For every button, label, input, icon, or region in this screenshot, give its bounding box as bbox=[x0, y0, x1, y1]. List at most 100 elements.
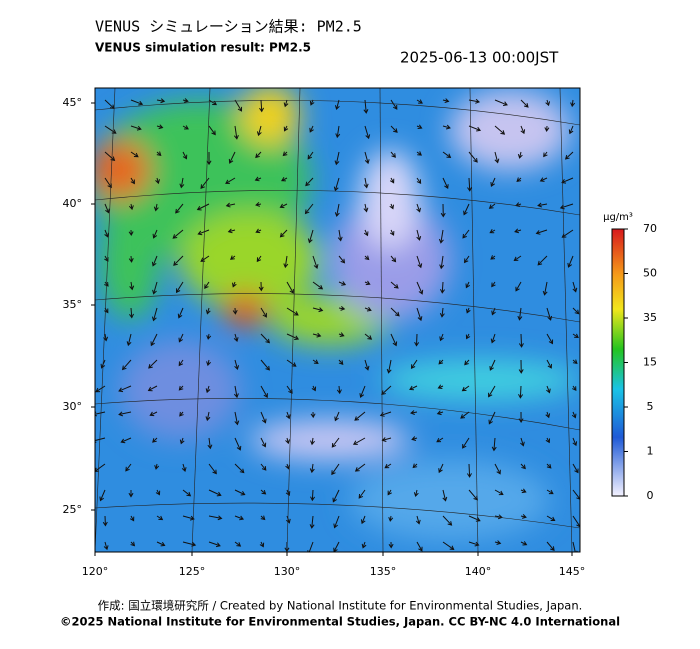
wind-arrow bbox=[572, 281, 578, 293]
wind-arrow bbox=[153, 203, 159, 212]
wind-arrow bbox=[388, 515, 394, 522]
wind-arrow bbox=[331, 463, 340, 476]
wind-arrow bbox=[438, 463, 444, 474]
wind-arrow bbox=[234, 463, 245, 474]
wind-arrow bbox=[334, 151, 340, 166]
wind-arrow bbox=[286, 333, 300, 341]
wind-arrow bbox=[364, 280, 371, 286]
wind-arrow bbox=[196, 203, 210, 211]
wind-arrow bbox=[386, 359, 392, 374]
lat-label: 25° bbox=[63, 503, 83, 516]
wind-arrow bbox=[286, 307, 299, 316]
wind-arrow bbox=[208, 515, 223, 521]
wind-arrow bbox=[259, 541, 265, 548]
wind-arrow bbox=[442, 515, 453, 526]
wind-arrow bbox=[494, 99, 508, 107]
wind-arrow bbox=[256, 255, 262, 263]
wind-arrow bbox=[311, 385, 317, 392]
wind-arrow bbox=[156, 541, 166, 547]
wind-arrow bbox=[99, 489, 106, 502]
wind-arrow bbox=[364, 359, 370, 371]
wind-arrow bbox=[465, 333, 471, 340]
wind-arrow bbox=[128, 255, 134, 263]
wind-arrow bbox=[364, 255, 370, 261]
wind-arrow bbox=[312, 359, 319, 364]
wind-arrow bbox=[182, 515, 195, 521]
wind-arrow bbox=[155, 177, 160, 185]
wind-arrow bbox=[537, 202, 548, 208]
wind-arrow bbox=[545, 99, 551, 107]
wind-arrow bbox=[546, 359, 552, 369]
wind-arrow bbox=[439, 333, 444, 342]
wind-arrow bbox=[232, 281, 237, 288]
wind-arrow bbox=[468, 151, 478, 163]
wind-arrow bbox=[206, 359, 211, 367]
wind-arrow bbox=[489, 359, 496, 371]
wind-arrow bbox=[545, 437, 551, 444]
wind-arrow bbox=[129, 307, 135, 319]
wind-arrow bbox=[260, 385, 268, 398]
wind-arrow bbox=[466, 463, 472, 478]
wind-arrow bbox=[332, 489, 340, 503]
wind-arrow bbox=[415, 515, 421, 525]
wind-arrow bbox=[279, 203, 288, 209]
wind-arrow bbox=[205, 307, 211, 315]
wind-arrow bbox=[333, 515, 340, 529]
wind-arrow bbox=[148, 359, 158, 369]
wind-arrow bbox=[331, 437, 340, 448]
wind-arrow bbox=[546, 541, 555, 552]
wind-arrow bbox=[283, 255, 289, 269]
wind-arrow bbox=[490, 333, 496, 344]
wind-arrow bbox=[442, 124, 451, 130]
wind-arrow bbox=[208, 489, 222, 497]
wind-arrow bbox=[390, 307, 400, 317]
wind-arrow bbox=[307, 541, 314, 552]
wind-arrow bbox=[182, 541, 197, 547]
wind-arrow bbox=[390, 281, 399, 289]
wind-arrow bbox=[233, 333, 239, 343]
wind-arrow bbox=[465, 307, 471, 314]
wind-arrow bbox=[543, 151, 548, 158]
wind-arrow bbox=[364, 306, 372, 312]
lon-label: 135° bbox=[370, 565, 397, 578]
wind-arrow bbox=[416, 281, 424, 295]
wind-arrow bbox=[518, 333, 524, 348]
colorbar-label: 5 bbox=[647, 400, 654, 413]
wind-arrow bbox=[361, 541, 367, 549]
wind-arrow bbox=[152, 281, 158, 295]
wind-arrow bbox=[208, 463, 217, 475]
wind-arrow bbox=[463, 203, 470, 216]
wind-arrow bbox=[363, 229, 369, 237]
wind-arrow bbox=[436, 410, 444, 416]
wind-arrow bbox=[338, 255, 346, 264]
wind-arrow bbox=[520, 125, 526, 135]
wind-arrow bbox=[461, 385, 470, 392]
wind-arrow bbox=[570, 99, 576, 108]
wind-arrow bbox=[468, 541, 480, 547]
wind-arrow bbox=[436, 437, 444, 443]
graticule bbox=[95, 88, 580, 552]
wind-arrow bbox=[488, 203, 496, 209]
wind-arrow bbox=[416, 541, 423, 552]
wind-arrow bbox=[490, 255, 496, 260]
wind-arrow bbox=[413, 489, 419, 498]
wind-arrow bbox=[513, 255, 522, 262]
wind-arrow bbox=[412, 463, 418, 469]
wind-arrow bbox=[258, 281, 264, 292]
wind-arrow bbox=[439, 307, 445, 318]
wind-arrow bbox=[338, 332, 345, 337]
wind-arrow bbox=[282, 151, 288, 157]
wind-arrow bbox=[467, 177, 473, 192]
wind-arrow bbox=[312, 255, 319, 270]
colorbar-label: 35 bbox=[643, 311, 657, 324]
wind-arrow bbox=[259, 99, 265, 113]
wind-arrow bbox=[121, 359, 132, 371]
wind-arrow bbox=[234, 437, 242, 451]
wind-arrow bbox=[175, 281, 184, 294]
wind-arrow bbox=[285, 411, 291, 420]
wind-arrow bbox=[572, 541, 578, 552]
wind-arrow bbox=[228, 151, 236, 164]
wind-arrow bbox=[363, 177, 369, 189]
wind-arrow bbox=[358, 489, 366, 499]
wind-arrow bbox=[129, 281, 135, 291]
